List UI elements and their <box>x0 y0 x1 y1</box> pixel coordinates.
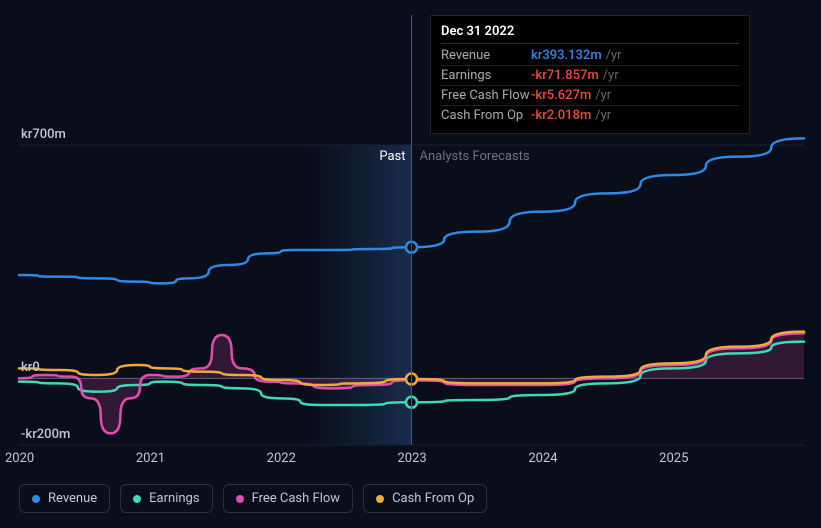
legend-item-earnings[interactable]: Earnings <box>120 484 212 513</box>
x-tick-label: 2023 <box>398 451 427 466</box>
tooltip-row-label: Free Cash Flow <box>441 88 531 103</box>
tooltip-row-value: -kr2.018m <box>531 108 591 123</box>
tooltip-date: Dec 31 2022 <box>441 24 739 44</box>
tooltip-row-unit: /yr <box>606 48 622 63</box>
tooltip-row-unit: /yr <box>595 88 611 103</box>
x-tick-label: 2020 <box>5 451 34 466</box>
tooltip-row-label: Earnings <box>441 68 531 83</box>
legend-item-revenue[interactable]: Revenue <box>19 484 110 513</box>
x-tick-label: 2021 <box>136 451 165 466</box>
y-tick-label: -kr200m <box>21 427 70 442</box>
y-tick-label: kr0 <box>21 360 40 375</box>
tooltip-row-unit: /yr <box>603 68 619 83</box>
x-tick-label: 2025 <box>659 451 688 466</box>
past-region-label: Past <box>379 149 405 164</box>
legend-dot-icon <box>376 495 384 503</box>
tooltip-row-value: kr393.132m <box>531 48 602 63</box>
tooltip-row-unit: /yr <box>595 108 611 123</box>
tooltip-row: Cash From Op -kr2.018m /yr <box>441 106 739 125</box>
legend-item-cash-from-op[interactable]: Cash From Op <box>363 484 487 513</box>
legend-dot-icon <box>32 495 40 503</box>
y-tick-label: kr700m <box>21 127 66 142</box>
chart-legend: Revenue Earnings Free Cash Flow Cash Fro… <box>19 484 487 513</box>
forecast-region-label: Analysts Forecasts <box>420 149 530 164</box>
tooltip-row-value: -kr5.627m <box>531 88 591 103</box>
tooltip-row-label: Cash From Op <box>441 108 531 123</box>
tooltip-row: Free Cash Flow -kr5.627m /yr <box>441 86 739 106</box>
legend-dot-icon <box>236 495 244 503</box>
tooltip-row: Earnings -kr71.857m /yr <box>441 66 739 86</box>
legend-label: Earnings <box>149 491 199 506</box>
legend-label: Revenue <box>48 491 97 506</box>
legend-dot-icon <box>133 495 141 503</box>
legend-item-free-cash-flow[interactable]: Free Cash Flow <box>223 484 353 513</box>
chart-tooltip: Dec 31 2022 Revenue kr393.132m /yr Earni… <box>430 15 750 134</box>
x-tick-label: 2024 <box>528 451 557 466</box>
tooltip-row-value: -kr71.857m <box>531 68 599 83</box>
legend-label: Free Cash Flow <box>252 491 340 506</box>
legend-label: Cash From Op <box>392 491 474 506</box>
tooltip-row: Revenue kr393.132m /yr <box>441 46 739 66</box>
x-tick-label: 2022 <box>267 451 296 466</box>
tooltip-row-label: Revenue <box>441 48 531 63</box>
